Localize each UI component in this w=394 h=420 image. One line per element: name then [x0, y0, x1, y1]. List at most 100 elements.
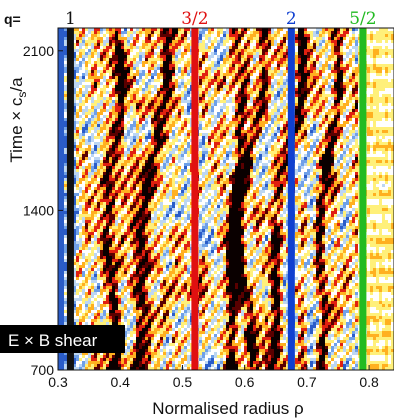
heat-cell	[97, 85, 100, 88]
heat-cell	[256, 148, 259, 151]
heat-cell	[325, 109, 328, 112]
heat-cell	[76, 55, 79, 58]
heat-cell	[91, 73, 94, 76]
heat-cell	[244, 100, 247, 103]
heat-cell	[181, 109, 184, 112]
heat-cell	[298, 133, 301, 136]
heat-cell	[325, 49, 328, 52]
heat-cell	[127, 160, 130, 163]
heat-cell	[139, 64, 142, 67]
heat-cell	[253, 154, 256, 157]
heat-cell	[172, 67, 175, 70]
heat-cell	[211, 58, 214, 61]
heat-cell	[151, 58, 154, 61]
heat-cell	[157, 94, 160, 97]
heat-cell	[91, 91, 94, 94]
heat-cell	[262, 115, 265, 118]
heat-cell	[355, 139, 358, 142]
heat-cell	[112, 70, 115, 73]
heat-cell	[319, 70, 322, 73]
heat-cell	[271, 79, 274, 82]
heat-cell	[178, 37, 181, 40]
heat-cell	[343, 40, 346, 43]
heat-cell	[340, 103, 343, 106]
heat-cell	[103, 70, 106, 73]
heat-cell	[88, 112, 91, 115]
heat-cell	[301, 148, 304, 151]
heat-cell	[328, 124, 331, 127]
heat-cell	[106, 40, 109, 43]
heat-cell	[301, 73, 304, 76]
heat-cell	[181, 88, 184, 91]
heat-cell	[211, 61, 214, 64]
heat-cell	[322, 52, 325, 55]
heat-cell	[124, 67, 127, 70]
heat-cell	[160, 124, 163, 127]
heat-cell	[265, 94, 268, 97]
heat-cell	[385, 124, 388, 127]
heat-cell	[388, 85, 391, 88]
heat-cell	[178, 49, 181, 52]
heat-cell	[109, 70, 112, 73]
heat-cell	[277, 139, 280, 142]
heat-cell	[322, 55, 325, 58]
heat-cell	[214, 139, 217, 142]
heat-cell	[388, 28, 391, 31]
heat-cell	[127, 136, 130, 139]
heat-cell	[379, 139, 382, 142]
heat-cell	[352, 124, 355, 127]
heat-cell	[118, 61, 121, 64]
heat-cell	[145, 133, 148, 136]
heat-cell	[298, 52, 301, 55]
heat-cell	[241, 85, 244, 88]
heat-cell	[346, 142, 349, 145]
heat-cell	[202, 43, 205, 46]
heat-cell	[142, 55, 145, 58]
heat-cell	[205, 82, 208, 85]
heat-cell	[286, 100, 289, 103]
heat-cell	[298, 100, 301, 103]
heat-cell	[79, 46, 82, 49]
heat-cell	[322, 31, 325, 34]
heat-cell	[199, 136, 202, 139]
heat-cell	[151, 94, 154, 97]
heat-cell	[274, 79, 277, 82]
heat-cell	[208, 145, 211, 148]
heat-cell	[172, 157, 175, 160]
heat-cell	[331, 133, 334, 136]
heat-cell	[79, 118, 82, 121]
heat-cell	[220, 73, 223, 76]
heat-cell	[160, 46, 163, 49]
heat-cell	[310, 106, 313, 109]
heat-cell	[85, 61, 88, 64]
heat-cell	[130, 28, 133, 31]
heat-cell	[202, 124, 205, 127]
heat-cell	[121, 100, 124, 103]
heat-cell	[250, 58, 253, 61]
heat-cell	[64, 79, 67, 82]
heat-cell	[220, 160, 223, 163]
heat-cell	[322, 142, 325, 145]
heat-cell	[97, 49, 100, 52]
heat-cell	[316, 118, 319, 121]
heat-cell	[145, 124, 148, 127]
heat-cell	[388, 106, 391, 109]
heat-cell	[379, 130, 382, 133]
heat-cell	[322, 85, 325, 88]
heat-cell	[280, 100, 283, 103]
heat-cell	[238, 70, 241, 73]
heat-cell	[94, 40, 97, 43]
heat-cell	[166, 70, 169, 73]
heat-cell	[391, 148, 394, 151]
heat-cell	[214, 118, 217, 121]
heat-cell	[82, 76, 85, 79]
heat-cell	[100, 118, 103, 121]
heat-cell	[280, 55, 283, 58]
heat-cell	[88, 94, 91, 97]
heat-cell	[316, 121, 319, 124]
heat-cell	[355, 34, 358, 37]
heat-cell	[325, 97, 328, 100]
heat-cell	[94, 46, 97, 49]
heat-cell	[100, 67, 103, 70]
heat-cell	[76, 160, 79, 163]
